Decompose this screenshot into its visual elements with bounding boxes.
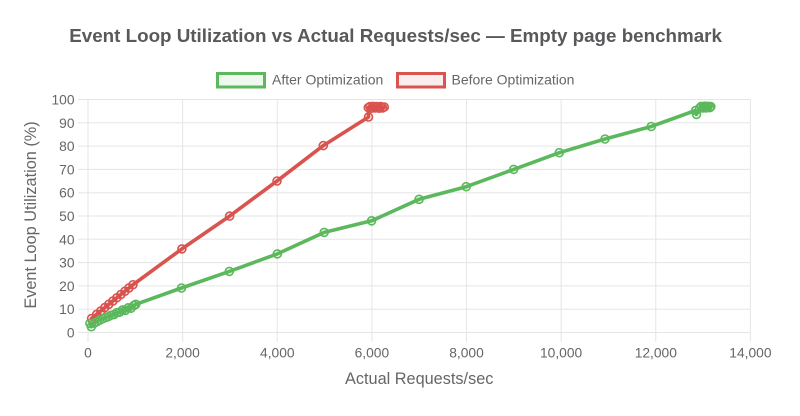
svg-text:Before Optimization: Before Optimization (452, 72, 575, 88)
svg-text:40: 40 (59, 232, 75, 247)
svg-text:100: 100 (51, 93, 74, 108)
svg-text:50: 50 (59, 209, 75, 224)
svg-text:0: 0 (84, 346, 92, 361)
svg-text:2,000: 2,000 (165, 346, 200, 361)
svg-text:4,000: 4,000 (260, 346, 295, 361)
svg-text:10,000: 10,000 (540, 346, 583, 361)
svg-text:20: 20 (59, 279, 75, 294)
svg-text:Actual Requests/sec: Actual Requests/sec (345, 370, 493, 388)
svg-text:8,000: 8,000 (449, 346, 484, 361)
svg-text:Event Loop Utilization vs Actu: Event Loop Utilization vs Actual Request… (69, 25, 722, 46)
svg-text:10: 10 (59, 302, 75, 317)
svg-text:14,000: 14,000 (729, 346, 772, 361)
svg-text:30: 30 (59, 256, 75, 271)
svg-text:0: 0 (67, 326, 75, 341)
svg-text:12,000: 12,000 (635, 346, 678, 361)
svg-text:90: 90 (59, 116, 75, 131)
svg-text:70: 70 (59, 162, 75, 177)
svg-text:Event Loop Utilization (%): Event Loop Utilization (%) (22, 121, 40, 308)
svg-text:80: 80 (59, 139, 75, 154)
svg-text:6,000: 6,000 (355, 346, 390, 361)
svg-text:After Optimization: After Optimization (272, 72, 383, 88)
svg-text:60: 60 (59, 186, 75, 201)
